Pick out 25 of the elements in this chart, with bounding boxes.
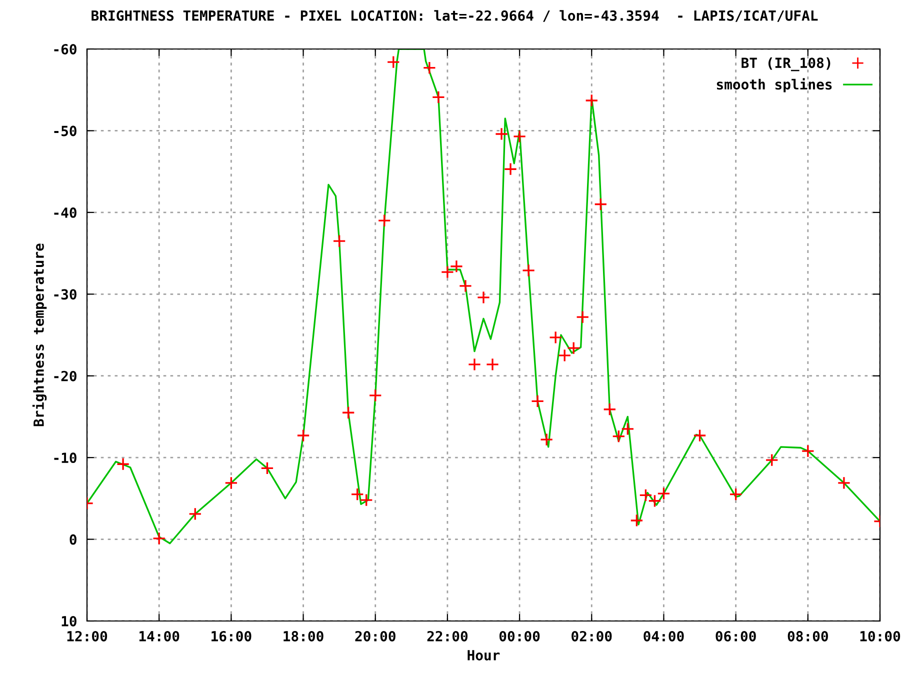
y-tick-label: 0 <box>70 534 76 545</box>
y-axis-title: Brightness temperature <box>32 244 47 426</box>
y-tick-label: -40 <box>54 207 76 218</box>
x-tick-label: 10:00 <box>860 630 900 642</box>
x-axis-title: Hour <box>468 650 500 660</box>
x-tick-label: 16:00 <box>212 630 252 642</box>
y-tick-label: -30 <box>54 289 76 300</box>
legend-label: BT (IR_108) <box>742 57 830 72</box>
legend-label: smooth splines <box>716 78 832 92</box>
y-tick-label: 10 <box>62 616 76 626</box>
x-tick-label: 02:00 <box>572 630 612 642</box>
x-tick-label: 00:00 <box>499 630 540 642</box>
y-tick-label: -10 <box>54 452 76 464</box>
x-tick-label: 20:00 <box>355 630 396 642</box>
y-tick-label: -50 <box>54 126 76 136</box>
y-tick-label: -20 <box>54 370 76 382</box>
x-tick-label: 04:00 <box>644 630 684 642</box>
x-tick-label: 14:00 <box>139 630 180 642</box>
x-tick-label: 06:00 <box>716 630 756 642</box>
x-tick-label: 22:00 <box>427 630 468 642</box>
x-tick-label: 08:00 <box>788 630 828 642</box>
x-tick-label: 18:00 <box>284 630 324 642</box>
chart-title: BRIGHTNESS TEMPERATURE - PIXEL LOCATION: lat=-22.9664 / lon=-43.3594 - LAPIS/ICAT/UFAL <box>92 10 818 22</box>
x-tick-label: 12:00 <box>67 630 108 642</box>
y-tick-label: -60 <box>54 44 76 54</box>
